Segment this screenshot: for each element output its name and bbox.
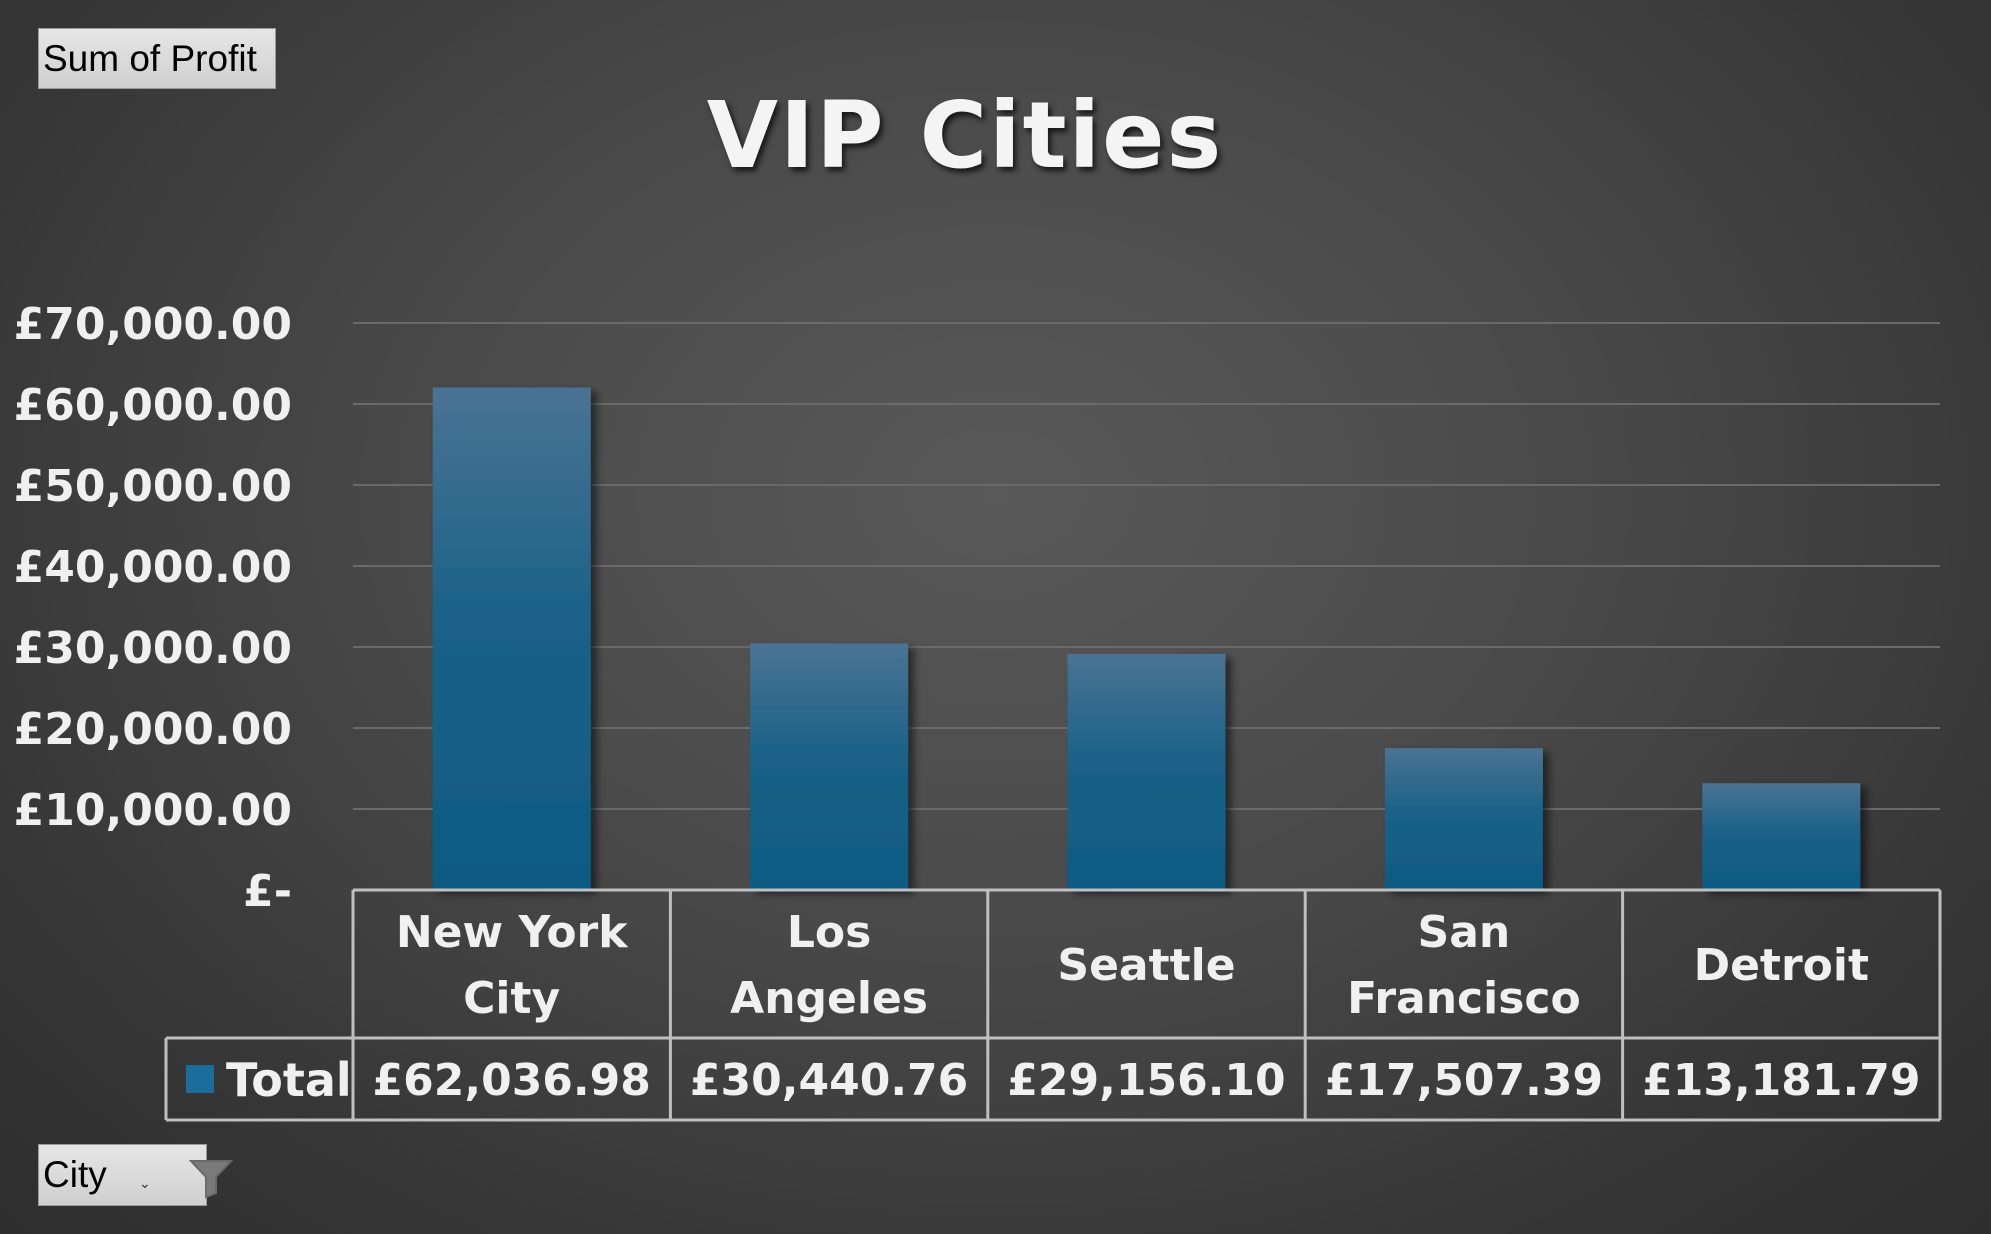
y-axis: £- £10,000.00 £20,000.00 £30,000.00 £40,000.…: [14, 299, 292, 917]
data-value-label: £13,181.79: [1642, 1055, 1920, 1106]
bars: [432, 387, 1861, 890]
y-tick-label: £20,000.00: [14, 704, 292, 755]
dropdown-arrow-icon[interactable]: ⌄: [139, 1175, 151, 1191]
data-table: New York City Los Angeles Seattle San Francisc…: [164, 888, 1942, 1122]
category-label: New York: [396, 907, 629, 958]
bar[interactable]: [432, 387, 591, 890]
y-tick-label: £30,000.00: [14, 623, 292, 674]
y-tick-label: £10,000.00: [14, 785, 292, 836]
category-label: Seattle: [1057, 940, 1235, 991]
category-label: Francisco: [1347, 973, 1581, 1024]
bar[interactable]: [750, 643, 909, 890]
data-value-label: £30,440.76: [690, 1055, 968, 1106]
y-tick-label: £-: [243, 866, 292, 917]
legend-key: [186, 1065, 214, 1093]
gridlines: [353, 322, 1940, 810]
chart-title: VIP Cities: [706, 82, 1224, 189]
bar[interactable]: [1384, 748, 1543, 890]
category-label: Detroit: [1694, 940, 1869, 991]
sum-of-profit-label: Sum of Profit: [43, 37, 257, 79]
y-tick-label: £50,000.00: [14, 461, 292, 512]
bar[interactable]: [1702, 783, 1861, 890]
data-value-label: £17,507.39: [1325, 1055, 1603, 1106]
category-label: San: [1418, 907, 1511, 958]
sum-of-profit-field-button[interactable]: Sum of Profit: [38, 28, 276, 89]
y-tick-label: £60,000.00: [14, 380, 292, 431]
data-value-label: £62,036.98: [373, 1055, 651, 1106]
y-tick-label: £40,000.00: [14, 542, 292, 593]
data-value-label: £29,156.10: [1007, 1055, 1285, 1106]
bar[interactable]: [1067, 653, 1226, 890]
city-field-button[interactable]: City ⌄: [38, 1144, 233, 1206]
funnel-filter-icon[interactable]: [189, 1157, 233, 1199]
category-label: City: [463, 973, 560, 1024]
city-field-label: City: [43, 1154, 107, 1195]
y-tick-label: £70,000.00: [14, 299, 292, 350]
series-name-label: Total: [226, 1053, 352, 1107]
category-label: Los: [787, 907, 871, 958]
category-label: Angeles: [730, 973, 928, 1024]
